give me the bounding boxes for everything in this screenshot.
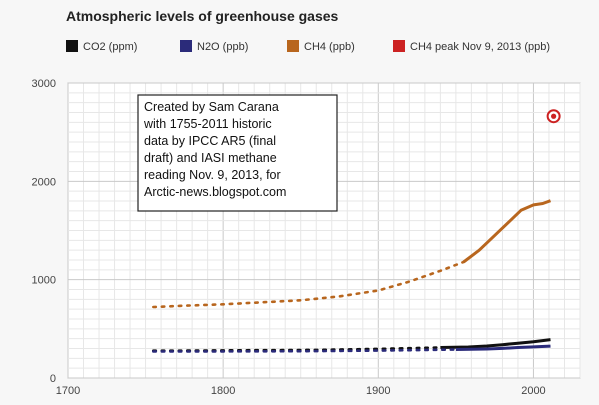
series-line-historic: [152, 260, 465, 309]
series-layer: [152, 109, 561, 353]
series-line-measured: [455, 344, 551, 351]
axis-labels: 0 1000 2000 3000 1700 1800 1900 2000: [32, 78, 546, 397]
series-line-measured: [440, 338, 551, 349]
ch4-peak-point: [551, 113, 557, 119]
legend: CO2 (ppm) N2O (ppb) CH4 (ppb) CH4 peak Nov …: [66, 40, 550, 53]
annotation-line: data by IPCC AR5 (final: [144, 134, 276, 148]
annotation-frame: [137, 94, 338, 212]
annotation-line: Created by Sam Carana: [144, 100, 279, 114]
legend-label: N2O (ppb): [197, 41, 248, 53]
legend-swatch: [66, 40, 78, 52]
annotation-line: with 1755-2011 historic: [143, 117, 272, 131]
annotation-box: Created by Sam Carana with 1755-2011 his…: [137, 94, 338, 212]
series-line-measured: [462, 199, 552, 264]
chart-title: Atmospheric levels of greenhouse gases: [66, 8, 339, 24]
x-tick-label: 1800: [211, 385, 235, 397]
legend-label: CH4 (ppb): [304, 41, 355, 53]
x-tick-label: 1900: [366, 385, 390, 397]
x-tick-label: 1700: [56, 385, 80, 397]
legend-swatch: [393, 40, 405, 52]
legend-swatch: [287, 40, 299, 52]
x-tick-label: 2000: [521, 385, 545, 397]
annotation-line: Arctic-news.blogspot.com: [144, 185, 286, 199]
series-line-historic: [152, 348, 458, 353]
legend-swatch: [180, 40, 192, 52]
annotation-line: reading Nov. 9, 2013, for: [144, 168, 281, 182]
y-tick-label: 2000: [32, 176, 56, 188]
y-tick-label: 1000: [32, 275, 56, 287]
legend-label: CH4 peak Nov 9, 2013 (ppb): [410, 41, 550, 53]
y-tick-label: 3000: [32, 78, 56, 90]
y-tick-label: 0: [50, 373, 56, 385]
legend-label: CO2 (ppm): [83, 41, 137, 53]
annotation-line: draft) and IASI methane: [144, 151, 277, 165]
